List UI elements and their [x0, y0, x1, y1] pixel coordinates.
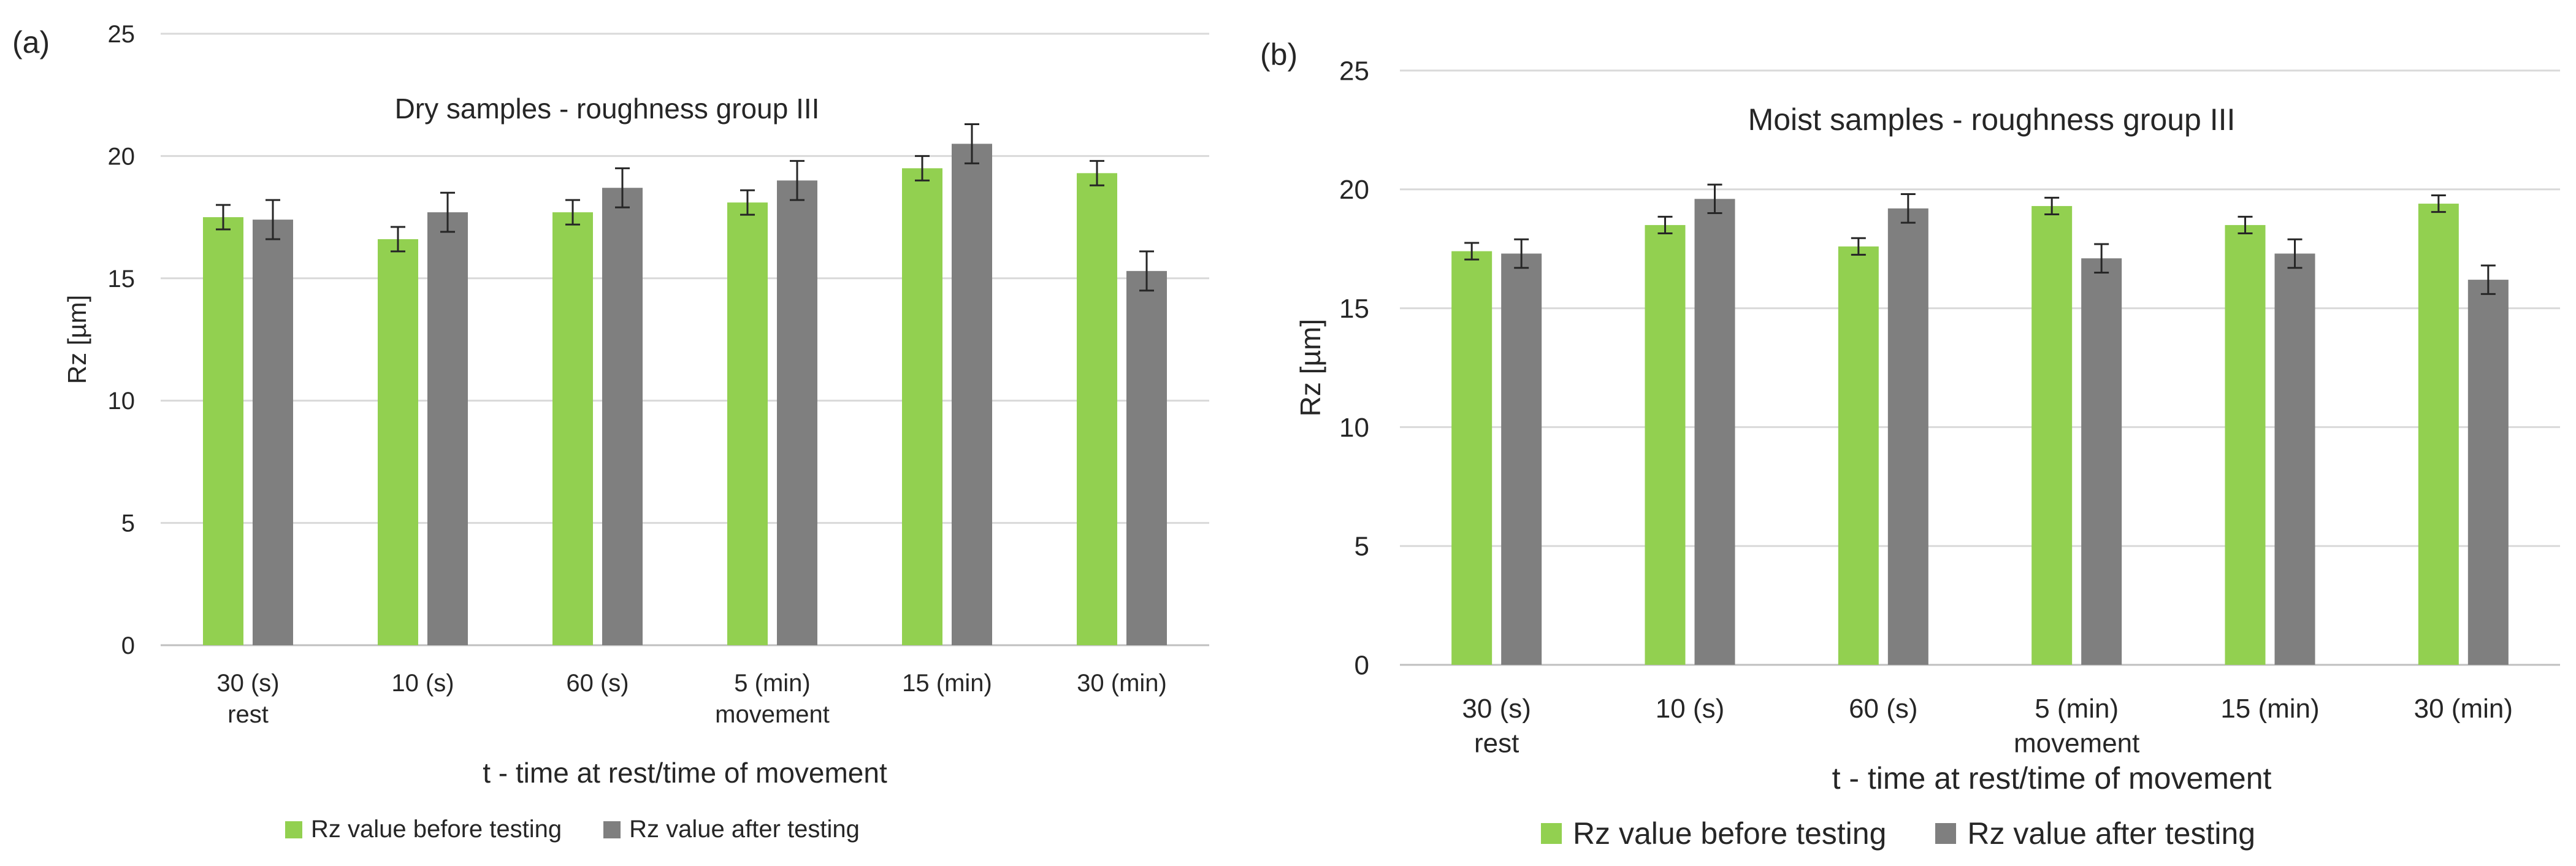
bar-before: [1077, 173, 1117, 645]
bar-after: [1694, 199, 1735, 665]
bar-before: [2225, 224, 2266, 665]
chart-title: Moist samples - roughness group III: [1748, 102, 2236, 137]
bar-before: [902, 168, 942, 646]
bar-before: [552, 212, 593, 645]
bar-chart-dry: 0 5 10 15 20 25 30 (s) 10 (s) 60 (s) 5 (min) 15 (m…: [63, 21, 1209, 789]
legend-label-before: Rz value before testing: [311, 816, 562, 843]
x-axis-label: t - time at rest/time of movement: [483, 757, 887, 789]
bar-after: [427, 212, 468, 645]
x-group-label: rest: [1474, 728, 1519, 758]
bar-after: [253, 220, 293, 645]
legend-swatch-after: [1935, 823, 1957, 844]
bar-after: [2274, 253, 2315, 665]
bar-before: [1645, 224, 1686, 665]
y-axis-label: Rz [µm]: [63, 295, 91, 385]
legend-item-after: Rz value after testing: [603, 816, 860, 843]
y-tick-label: 0: [121, 632, 135, 659]
x-tick-label: 10 (s): [1656, 694, 1724, 724]
legend-swatch-before: [285, 821, 302, 838]
x-tick-label: 60 (s): [566, 670, 629, 697]
x-tick-label: 30 (min): [1077, 670, 1167, 697]
y-tick-label: 15: [108, 266, 136, 293]
x-group-label: movement: [2014, 728, 2139, 758]
bar-after: [1126, 270, 1167, 645]
panel-label-b: (b): [1260, 37, 1298, 72]
x-tick-label: 30 (s): [216, 670, 279, 697]
x-tick-label: 15 (min): [902, 670, 992, 697]
y-tick-label: 5: [1355, 532, 1369, 562]
y-tick-label: 5: [121, 510, 135, 537]
legend-swatch-before: [1541, 823, 1562, 844]
bar-before: [727, 202, 768, 645]
bar-after: [777, 180, 817, 645]
legend-moist: Rz value before testing Rz value after t…: [1541, 816, 2255, 851]
y-tick-label: 25: [1339, 56, 1369, 86]
legend-item-before: Rz value before testing: [1541, 816, 1886, 851]
y-axis-label: Rz [µm]: [1294, 319, 1326, 416]
y-tick-label: 0: [1355, 650, 1369, 680]
bar-before: [203, 217, 243, 646]
legend-label-after: Rz value after testing: [629, 816, 860, 843]
y-tick-label: 20: [108, 143, 136, 170]
bar-after: [602, 188, 643, 645]
y-tick-label: 25: [108, 21, 136, 48]
bar-after: [952, 144, 992, 645]
x-group-label: movement: [715, 701, 830, 728]
bar-after: [1501, 253, 1542, 665]
bar-after: [1887, 208, 1928, 665]
chart-panel-a: (a) 0 5 10 15 20 25 30 (s) 10 (s) 60 (s) 5 (min) 1…: [0, 0, 1242, 866]
x-axis-label: t - time at rest/time of movement: [1832, 761, 2272, 795]
legend-swatch-after: [603, 821, 621, 838]
x-tick-label: 30 (s): [1462, 694, 1531, 724]
legend-dry: Rz value before testing Rz value after t…: [285, 816, 860, 843]
bar-chart-moist: 0 5 10 15 20 25 30 (s) 10 (s) 60 (s) 5 (min) 15 (m…: [1294, 56, 2560, 795]
legend-label-after: Rz value after testing: [1967, 816, 2256, 851]
legend-item-before: Rz value before testing: [285, 816, 562, 843]
bar-after: [2467, 280, 2509, 665]
y-tick-label: 10: [1339, 413, 1369, 443]
x-tick-label: 5 (min): [734, 670, 810, 697]
y-tick-label: 15: [1339, 294, 1369, 324]
bar-before: [1838, 246, 1879, 665]
legend-label-before: Rz value before testing: [1573, 816, 1887, 851]
x-tick-label: 5 (min): [2035, 694, 2119, 724]
bar-before: [1451, 251, 1492, 665]
x-tick-label: 30 (min): [2414, 694, 2513, 724]
chart-title: Dry samples - roughness group III: [395, 93, 820, 125]
bar-before: [2418, 204, 2459, 665]
x-tick-label: 60 (s): [1849, 694, 1917, 724]
legend-item-after: Rz value after testing: [1935, 816, 2255, 851]
bar-before: [2031, 205, 2073, 665]
bar-after: [2081, 258, 2122, 665]
chart-panel-b: (b) 0 5 10 15 20 25 30 (s) 10 (s) 60 (s) 5 (min) 1…: [1242, 0, 2576, 866]
bar-before: [378, 239, 418, 645]
y-tick-label: 20: [1339, 175, 1369, 205]
x-group-label: rest: [227, 701, 269, 728]
y-tick-label: 10: [108, 388, 136, 415]
x-tick-label: 10 (s): [391, 670, 454, 697]
panel-label-a: (a): [12, 25, 50, 59]
x-tick-label: 15 (min): [2220, 694, 2319, 724]
